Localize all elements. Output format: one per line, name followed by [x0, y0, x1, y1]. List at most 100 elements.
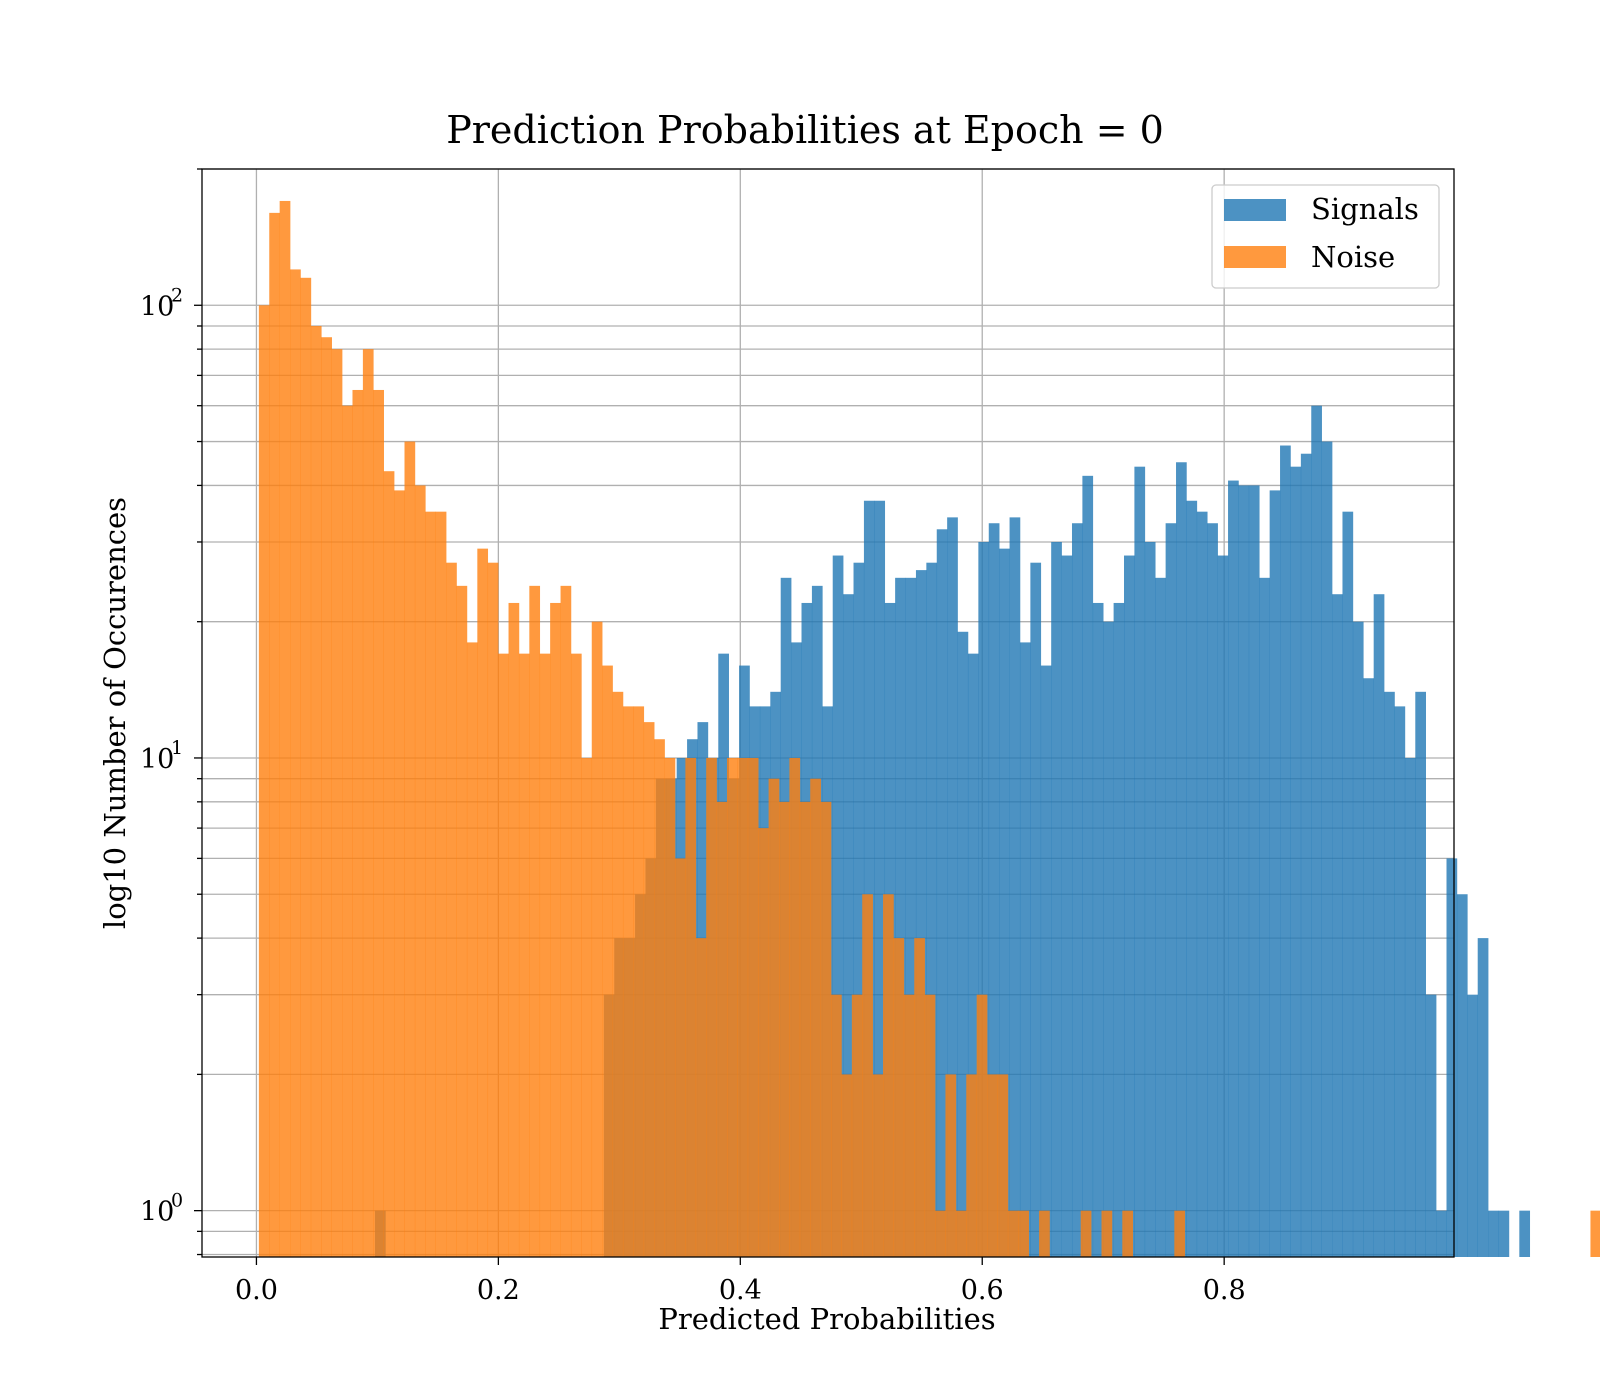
- noise-bar: [446, 562, 457, 1257]
- noise-bar: [560, 585, 572, 1257]
- noise-bar: [1007, 1210, 1019, 1257]
- signals-bar: [1134, 466, 1146, 1257]
- noise-bar: [851, 994, 863, 1257]
- noise-bar: [695, 938, 707, 1257]
- noise-bar: [310, 325, 322, 1257]
- noise-bar: [862, 894, 873, 1257]
- y-tick-label: 10: [140, 291, 174, 322]
- noise-bar: [518, 653, 530, 1257]
- noise-bar: [1590, 1210, 1600, 1257]
- noise-bar: [414, 485, 426, 1258]
- signals-bar: [936, 529, 948, 1257]
- noise-bar: [789, 757, 801, 1257]
- signals-bar: [1436, 1210, 1447, 1257]
- noise-bar: [487, 562, 499, 1257]
- signals-bar: [1228, 480, 1239, 1257]
- noise-bar: [362, 349, 374, 1257]
- noise-bar: [529, 585, 541, 1257]
- signals-bar: [1176, 462, 1187, 1257]
- signals-bar: [967, 653, 979, 1257]
- signals-bar: [1363, 678, 1374, 1257]
- noise-bar: [373, 389, 384, 1257]
- noise-bar: [352, 389, 364, 1257]
- signals-bar: [1124, 555, 1135, 1257]
- noise-bar: [935, 1210, 946, 1257]
- x-tick-label: 0.6: [961, 1275, 1004, 1306]
- signals-bar: [1071, 523, 1083, 1257]
- signals-bar: [1040, 665, 1052, 1257]
- noise-bar: [279, 200, 291, 1258]
- signals-bar: [1155, 577, 1166, 1257]
- signals-bar: [988, 523, 1000, 1257]
- noise-bar: [810, 778, 821, 1257]
- noise-bar: [903, 994, 915, 1257]
- signals-bar: [947, 517, 958, 1257]
- signals-bar: [1092, 602, 1104, 1257]
- noise-bar: [612, 691, 624, 1257]
- plot-frame: [201, 168, 1455, 1258]
- signals-bar: [905, 577, 917, 1257]
- x-tick-label: 0.4: [719, 1275, 762, 1306]
- signals-bar: [1332, 594, 1343, 1257]
- signals-bar: [1082, 475, 1094, 1257]
- signals-bar: [1404, 757, 1416, 1257]
- signals-bar: [1342, 511, 1354, 1257]
- signals-bar: [1425, 994, 1437, 1257]
- signals-bar: [1144, 541, 1156, 1257]
- noise-bar: [872, 1074, 884, 1257]
- noise-bar: [342, 405, 353, 1257]
- x-tick-label: 0.2: [477, 1275, 520, 1306]
- noise-bar: [779, 801, 790, 1257]
- noise-bar: [945, 1074, 957, 1257]
- noise-bar: [726, 757, 738, 1257]
- noise-bar: [997, 1074, 1009, 1257]
- signals-bar: [1248, 485, 1260, 1258]
- y-tick-label: 10: [140, 744, 174, 775]
- noise-bar: [1101, 1210, 1113, 1257]
- noise-bar: [716, 801, 728, 1257]
- x-tick-label: 0.8: [1203, 1275, 1246, 1306]
- signals-bar: [1051, 541, 1062, 1257]
- noise-bar: [1174, 1210, 1186, 1257]
- signals-bar: [863, 500, 875, 1257]
- signals-bar: [1467, 994, 1479, 1257]
- signals-bar: [926, 562, 938, 1257]
- noise-bar: [841, 1074, 853, 1257]
- noise-bar: [664, 757, 676, 1257]
- noise-bar: [456, 585, 468, 1257]
- legend-label-noise: Noise: [1311, 240, 1395, 274]
- signals-bar: [853, 562, 865, 1257]
- signals-bar: [915, 570, 927, 1257]
- noise-bar: [581, 757, 593, 1257]
- y-axis-label: log10 Number of Occurences: [98, 497, 132, 929]
- noise-bar: [831, 994, 842, 1257]
- noise-bar: [435, 511, 447, 1257]
- chart-title: Prediction Probabilities at Epoch = 0: [446, 108, 1164, 152]
- noise-bar: [747, 757, 759, 1257]
- noise-bar: [539, 653, 551, 1257]
- noise-bar: [269, 212, 280, 1257]
- noise-bar: [331, 349, 343, 1257]
- signals-bar: [957, 631, 969, 1257]
- x-axis-label: Predicted Probabilities: [658, 1302, 995, 1336]
- signals-bar: [832, 555, 844, 1257]
- signals-bar: [1259, 577, 1270, 1257]
- noise-bar: [602, 665, 613, 1257]
- y-tick-exponent: 0: [171, 1190, 183, 1212]
- signals-bar: [1477, 938, 1489, 1257]
- signals-bar: [1103, 621, 1114, 1257]
- signals-bar: [1165, 523, 1177, 1257]
- signals-bar: [1394, 706, 1406, 1257]
- y-tick-label: 10: [140, 1197, 174, 1228]
- noise-bar: [987, 1074, 998, 1257]
- legend-swatch-noise: [1224, 246, 1286, 268]
- signals-bar: [843, 594, 854, 1257]
- noise-bar: [550, 602, 561, 1257]
- signals-bar: [1290, 466, 1302, 1257]
- x-tick-label: 0.0: [235, 1275, 278, 1306]
- signals-bar: [1238, 485, 1250, 1258]
- signals-bar: [978, 541, 990, 1257]
- noise-bar: [966, 1074, 977, 1257]
